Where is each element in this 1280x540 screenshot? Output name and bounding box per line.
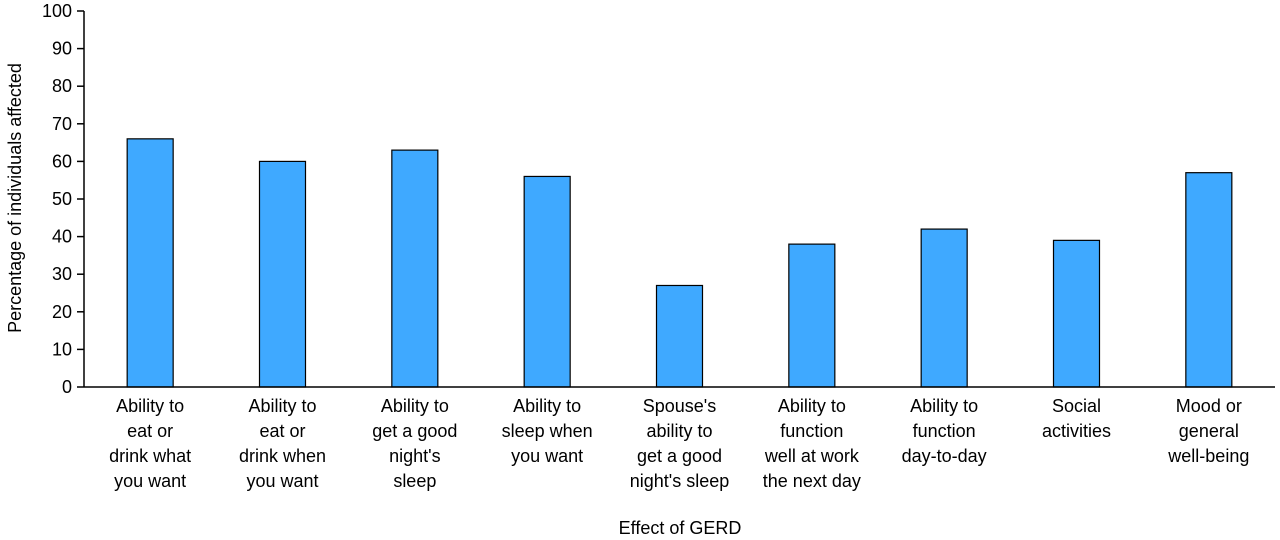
y-tick-label: 40 — [52, 227, 72, 247]
x-axis: Ability to eat or drink what you want Abilit… — [84, 386, 1275, 491]
bar — [920, 228, 968, 388]
bar — [523, 175, 571, 388]
x-tick-label: Ability to eat or drink when you want — [239, 396, 326, 491]
y-tick-label: 50 — [52, 189, 72, 209]
y-tick-label: 0 — [62, 377, 72, 397]
bars — [126, 138, 1233, 388]
x-tick-label: Ability to sleep when you want — [502, 396, 593, 466]
y-tick-label: 70 — [52, 114, 72, 134]
y-tick-label: 20 — [52, 302, 72, 322]
x-tick-label: Ability to get a good night's sleep — [372, 396, 457, 491]
bar — [1185, 172, 1233, 388]
y-tick-label: 90 — [52, 39, 72, 59]
bar — [126, 138, 174, 388]
y-axis-title: Percentage of individuals affected — [5, 63, 25, 333]
bar — [788, 243, 836, 388]
y-tick-label: 100 — [42, 1, 72, 21]
y-tick-label: 80 — [52, 76, 72, 96]
y-axis: 0 10 20 30 40 50 60 70 80 90 100 — [42, 1, 85, 397]
x-tick-label: Spouse's ability to get a good night's slee… — [630, 396, 730, 491]
y-tick-label: 60 — [52, 151, 72, 171]
bar — [1052, 239, 1101, 388]
x-tick-label: Social activities — [1042, 396, 1111, 441]
bar — [391, 149, 439, 388]
y-tick-label: 30 — [52, 264, 72, 284]
y-tick-label: 10 — [52, 339, 72, 359]
bar — [655, 284, 704, 388]
x-tick-label: Ability to function day-to-day — [902, 396, 987, 466]
bar — [258, 160, 307, 388]
x-tick-label: Ability to eat or drink what you want — [109, 396, 191, 491]
x-axis-title: Effect of GERD — [619, 518, 742, 538]
x-tick-label: Ability to function well at work the next d… — [763, 396, 861, 491]
x-tick-label: Mood or general well-being — [1167, 396, 1249, 466]
